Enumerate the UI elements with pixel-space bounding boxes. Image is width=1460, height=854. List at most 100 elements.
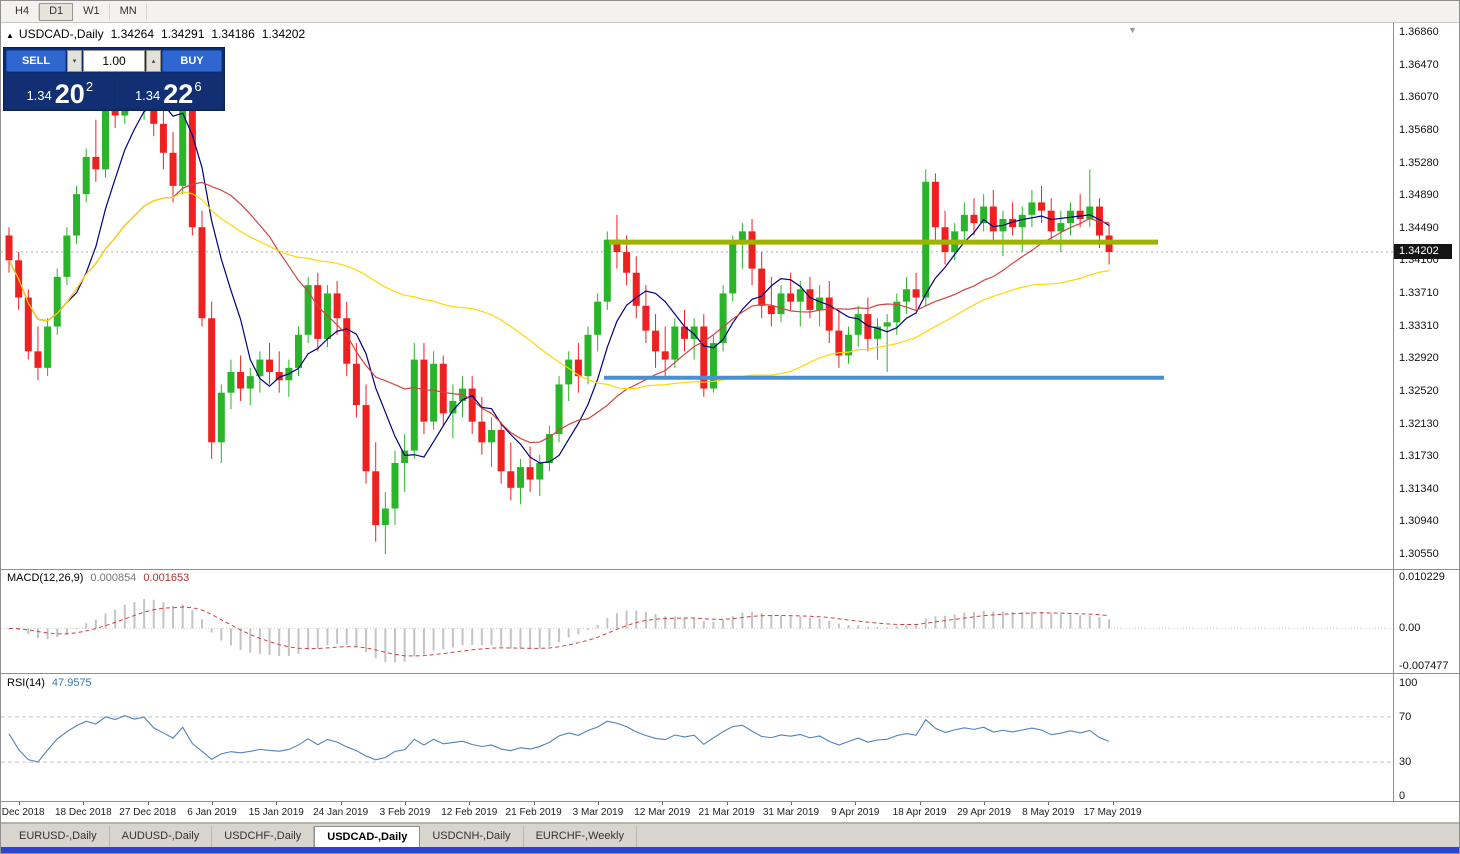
macd-name: MACD(12,26,9) (7, 572, 84, 584)
macd-panel-canvas[interactable] (1, 570, 1393, 673)
price-tick-label: 1.36070 (1399, 91, 1439, 104)
date-tick-label: 21 Mar 2019 (698, 807, 755, 818)
tab-usdcnh-daily[interactable]: USDCNH-,Daily (420, 826, 524, 847)
chart-macd-splitter[interactable] (1, 569, 1459, 570)
date-tick-label: 27 Dec 2018 (119, 807, 177, 818)
macd-main-value: 0.000854 (90, 572, 137, 584)
ask-point: 6 (194, 79, 202, 94)
date-tick-mark (147, 802, 149, 805)
ma-18-line[interactable] (8, 181, 1110, 444)
date-tick-mark (83, 802, 85, 805)
price-tick-label: 1.30940 (1399, 515, 1439, 528)
price-tick-label: 1.35280 (1399, 156, 1439, 169)
high-value: 1.34291 (161, 27, 205, 41)
rsi-axis-label: 70 (1399, 711, 1412, 723)
date-tick-label: 18 Apr 2019 (892, 807, 947, 818)
tab-eurchf-weekly[interactable]: EURCHF-,Weekly (524, 826, 637, 847)
macd-rsi-splitter[interactable] (1, 673, 1459, 674)
price-axis[interactable]: 1.34202 1.36860 1.36470 1.36070 1.35680 1.35… (1393, 23, 1459, 802)
date-tick-mark (19, 802, 20, 805)
date-tick-mark (1112, 802, 1114, 805)
price-tick-label: 1.30550 (1399, 548, 1439, 560)
date-tick-label: 3 Feb 2019 (379, 807, 431, 818)
ask-price[interactable]: 1.34 22 6 (114, 73, 222, 109)
price-tick-label: 1.36470 (1399, 58, 1439, 71)
ma-45-line[interactable] (8, 191, 1110, 390)
rsi-value: 47.9575 (51, 677, 92, 689)
macd-label: MACD(12,26,9) 0.000854 0.001653 (7, 572, 189, 584)
timeframe-w1-button[interactable]: W1 (73, 2, 110, 21)
date-tick-mark (662, 802, 664, 805)
spin-up-icon: ▴ (151, 58, 156, 65)
date-tick-label: 12 Feb 2019 (441, 807, 498, 818)
bid-price[interactable]: 1.34 20 2 (6, 73, 114, 108)
date-tick-mark (983, 802, 985, 805)
macd-axis-label: 0.00 (1399, 622, 1421, 634)
tab-eurusd-daily[interactable]: EURUSD-,Daily (7, 826, 110, 847)
bid-point: 2 (85, 79, 94, 94)
price-tick-label: 1.31730 (1399, 450, 1439, 463)
price-tick-label: 1.32130 (1399, 417, 1439, 430)
date-tick-label: 29 Apr 2019 (956, 807, 1011, 818)
tab-audusd-daily[interactable]: AUDUSD-,Daily (110, 826, 213, 847)
macd-signal-value: 0.001653 (143, 572, 190, 584)
date-tick-mark (469, 802, 471, 805)
tab-usdchf-daily[interactable]: USDCHF-,Daily (212, 826, 315, 847)
open-value: 1.34264 (110, 27, 154, 41)
chart-tabs-bar: EURUSD-,Daily AUDUSD-,Daily USDCHF-,Daily U… (1, 823, 1459, 847)
macd-axis-label: -0.007477 (1399, 660, 1449, 672)
date-tick-label: 21 Feb 2019 (505, 807, 562, 818)
price-chart-canvas[interactable] (1, 23, 1393, 569)
timeframe-mn-button[interactable]: MN (110, 2, 147, 21)
price-tick-label: 1.34100 (1399, 254, 1439, 267)
bid-figure: 1.34 (26, 88, 52, 103)
date-tick-label: 8 May 2019 (1022, 807, 1075, 818)
date-tick-mark (855, 802, 857, 805)
chart-ohlc-title: ▲ USDCAD-,Daily 1.34264 1.34291 1.34186 1.342… (6, 27, 305, 41)
volume-decrease-button[interactable]: ▾ (67, 50, 82, 72)
date-tick-mark (790, 802, 792, 805)
volume-increase-button[interactable]: ▴ (146, 50, 161, 72)
time-axis[interactable]: 9 Dec 2018 18 Dec 2018 27 Dec 2018 6 Jan 20… (1, 802, 1393, 822)
timeframe-d1-button[interactable]: D1 (39, 2, 74, 21)
rsi-line (8, 715, 1110, 763)
rsi-axis-label: 30 (1399, 756, 1412, 768)
price-tick-label: 1.36860 (1399, 26, 1439, 38)
price-tick-label: 1.35680 (1399, 123, 1439, 136)
macd-axis-label: 0.010229 (1399, 571, 1445, 583)
date-tick-mark (597, 802, 599, 805)
date-tick-label: 24 Jan 2019 (313, 807, 369, 818)
date-tick-mark (340, 802, 342, 805)
date-tick-mark (404, 802, 406, 805)
price-tick-label: 1.33710 (1399, 287, 1439, 299)
date-tick-mark (533, 802, 535, 805)
macd-signal-line (8, 606, 1110, 657)
price-tick-label: 1.33310 (1399, 319, 1439, 332)
rsi-name: RSI(14) (7, 677, 45, 689)
buy-button[interactable]: BUY (162, 50, 222, 72)
ma-7-line[interactable] (8, 103, 1110, 464)
bid-pips: 20 (54, 78, 85, 109)
timeframe-toolbar: H4 D1 W1 MN (1, 1, 1459, 23)
sell-button[interactable]: SELL (6, 50, 66, 72)
price-tick-label: 1.32920 (1399, 352, 1439, 365)
collapse-trade-panel-icon[interactable]: ▲ (6, 31, 14, 40)
rsi-panel-canvas[interactable] (1, 674, 1393, 801)
volume-input[interactable] (83, 50, 145, 72)
date-tick-label: 15 Jan 2019 (248, 807, 304, 818)
date-tick-label: 17 May 2019 (1083, 807, 1142, 818)
tab-usdcad-daily[interactable]: USDCAD-,Daily (314, 826, 421, 847)
date-tick-mark (276, 802, 278, 805)
date-tick-label: 6 Jan 2019 (187, 807, 237, 818)
current-price-badge: 1.34202 (1394, 244, 1452, 259)
chart-shift-marker-icon[interactable]: ▼ (1128, 25, 1137, 35)
rsi-label: RSI(14) 47.9575 (7, 677, 92, 689)
timeframe-h4-button[interactable]: H4 (5, 2, 40, 21)
date-tick-label: 18 Dec 2018 (54, 807, 112, 818)
date-tick-label: 12 Mar 2019 (634, 807, 691, 818)
candles[interactable] (5, 53, 1113, 554)
date-tick-mark (211, 802, 213, 805)
ask-pips: 22 (163, 78, 194, 109)
